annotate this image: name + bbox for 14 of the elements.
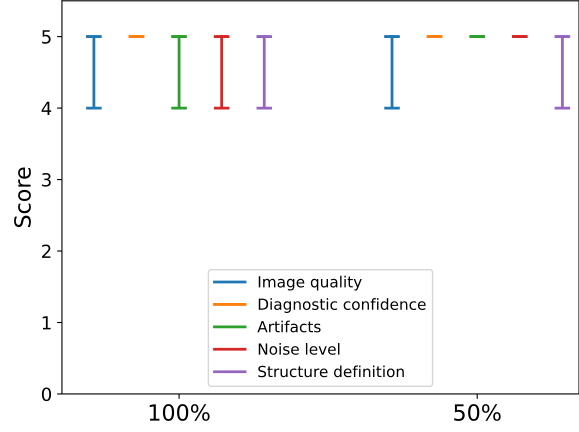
- y-tick-label: 5: [42, 30, 51, 44]
- y-tick-label: 0: [42, 387, 52, 402]
- y-tick-label: 1: [42, 316, 51, 330]
- y-tick-label: 2: [42, 244, 50, 258]
- legend-label: Artifacts: [257, 320, 321, 332]
- x-tick-label: 50%: [454, 404, 501, 421]
- legend-label: Noise level: [258, 343, 340, 355]
- legend-label: Diagnostic confidence: [258, 298, 426, 313]
- legend-label: Image quality: [258, 276, 362, 291]
- y-axis-title: Score: [14, 167, 31, 228]
- x-tick-label: 100%: [150, 404, 210, 421]
- legend-label: Structure definition: [258, 365, 404, 378]
- y-tick-label: 4: [42, 102, 52, 115]
- y-tick-label: 3: [42, 173, 51, 187]
